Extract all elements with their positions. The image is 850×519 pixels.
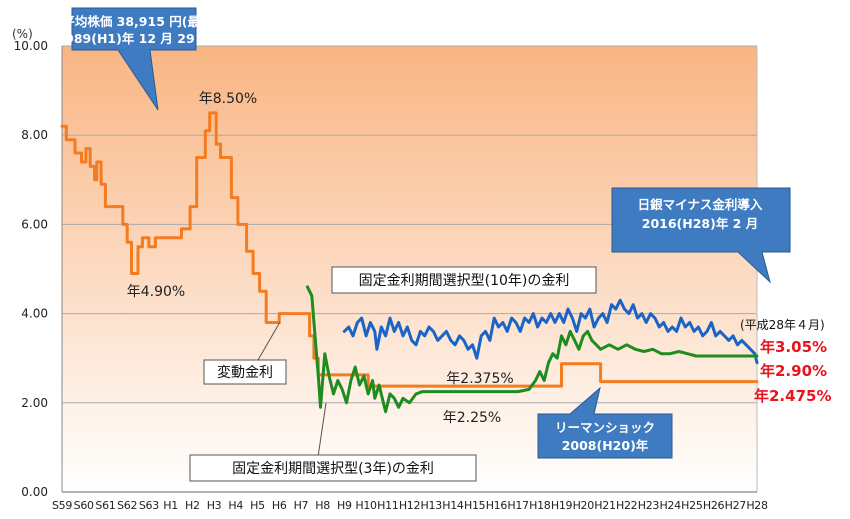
end-value-fixed10: 年2.90%: [760, 362, 827, 380]
x-tick-label: H10: [355, 499, 377, 512]
x-tick-label: H8: [315, 499, 330, 512]
series-line-floating: [60, 111, 759, 388]
x-tick-label: H28: [746, 499, 768, 512]
y-unit-label: (%): [12, 27, 33, 41]
end-value-floating: 年2.475%: [754, 387, 831, 405]
x-tick-label: H20: [573, 499, 595, 512]
x-tick-label: H6: [272, 499, 287, 512]
peak-label: 年8.50%: [199, 91, 257, 107]
x-tick-label: H16: [486, 499, 508, 512]
y-axis-ticks: 0.00 2.00 4.00 6.00 8.00 10.00: [14, 39, 48, 499]
fixed3-level-label: 年2.25%: [443, 410, 501, 426]
floating-rate-label: 変動金利: [203, 321, 287, 385]
y-tick-label: 10.00: [14, 39, 48, 53]
lehman-callout-line1: リーマンショック: [555, 420, 655, 435]
series-group: [60, 111, 759, 414]
boj-callout-line1: 日銀マイナス金利導入: [638, 197, 763, 212]
x-tick-label: H12: [399, 499, 420, 512]
y-tick-label: 4.00: [21, 307, 48, 321]
x-tick-label: H11: [377, 499, 398, 512]
x-tick-label: S59: [52, 499, 72, 512]
x-tick-label: S61: [95, 499, 115, 512]
x-tick-label: H18: [529, 499, 551, 512]
series-line-fixed3: [305, 285, 759, 414]
x-tick-label: H9: [337, 499, 352, 512]
y-tick-label: 8.00: [21, 128, 48, 142]
x-tick-label: H3: [207, 499, 222, 512]
x-tick-label: H2: [185, 499, 200, 512]
fixed3-label-text: 固定金利期間選択型(3年)の金利: [232, 461, 434, 477]
x-tick-label: H7: [294, 499, 309, 512]
floating-level-label: 年2.375%: [446, 371, 513, 387]
x-tick-label: S63: [139, 499, 159, 512]
x-tick-label: H4: [228, 499, 243, 512]
x-tick-label: H23: [638, 499, 660, 512]
fixed10-label-text: 固定金利期間選択型(10年)の金利: [359, 273, 570, 289]
x-tick-label: H26: [703, 499, 725, 512]
x-tick-label: H21: [594, 499, 615, 512]
y-tick-label: 2.00: [21, 396, 48, 410]
boj-callout-line2: 2016(H28)年 2 月: [642, 216, 758, 231]
x-tick-label: S62: [117, 499, 137, 512]
nikkei-callout-line1: 日経平均株価 38,915 円(最高値): [37, 14, 230, 29]
lehman-callout-line2: 2008(H20)年: [562, 438, 649, 453]
fixed3-label: 固定金利期間選択型(3年)の金利: [189, 402, 477, 482]
fixed10-label: 固定金利期間選択型(10年)の金利: [331, 266, 597, 294]
nikkei-callout: 日経平均株価 38,915 円(最高値) 1989(H1)年 12 月 29 日: [37, 7, 231, 111]
end-value-fixed3: 年3.05%: [760, 338, 827, 356]
x-axis-ticks: S59 S60 S61 S62 S63 H1 H2 H3 H4 H5 H6 H7 H8 H9 H10 H11 H…: [52, 499, 768, 512]
boj-callout: 日銀マイナス金利導入 2016(H28)年 2 月: [611, 187, 791, 284]
x-tick-label: H25: [681, 499, 703, 512]
date-label: (平成28年４月): [740, 318, 825, 332]
x-tick-label: H22: [616, 499, 637, 512]
x-tick-label: H24: [659, 499, 681, 512]
x-tick-label: H1: [163, 499, 178, 512]
nikkei-callout-line2: 1989(H1)年 12 月 29 日: [56, 31, 211, 46]
x-tick-label: H19: [551, 499, 573, 512]
lehman-callout: リーマンショック 2008(H20)年: [537, 386, 673, 459]
x-tick-label: H13: [421, 499, 443, 512]
x-tick-label: H14: [442, 499, 464, 512]
x-tick-label: H17: [507, 499, 529, 512]
x-tick-label: H15: [464, 499, 486, 512]
low-label: 年4.90%: [127, 284, 185, 300]
series-line-fixed10: [342, 298, 759, 365]
x-tick-label: S60: [74, 499, 94, 512]
y-tick-label: 6.00: [21, 217, 48, 231]
y-tick-label: 0.00: [21, 485, 48, 499]
floating-rate-label-text: 変動金利: [217, 364, 273, 381]
x-tick-label: H5: [250, 499, 265, 512]
x-tick-label: H27: [725, 499, 747, 512]
